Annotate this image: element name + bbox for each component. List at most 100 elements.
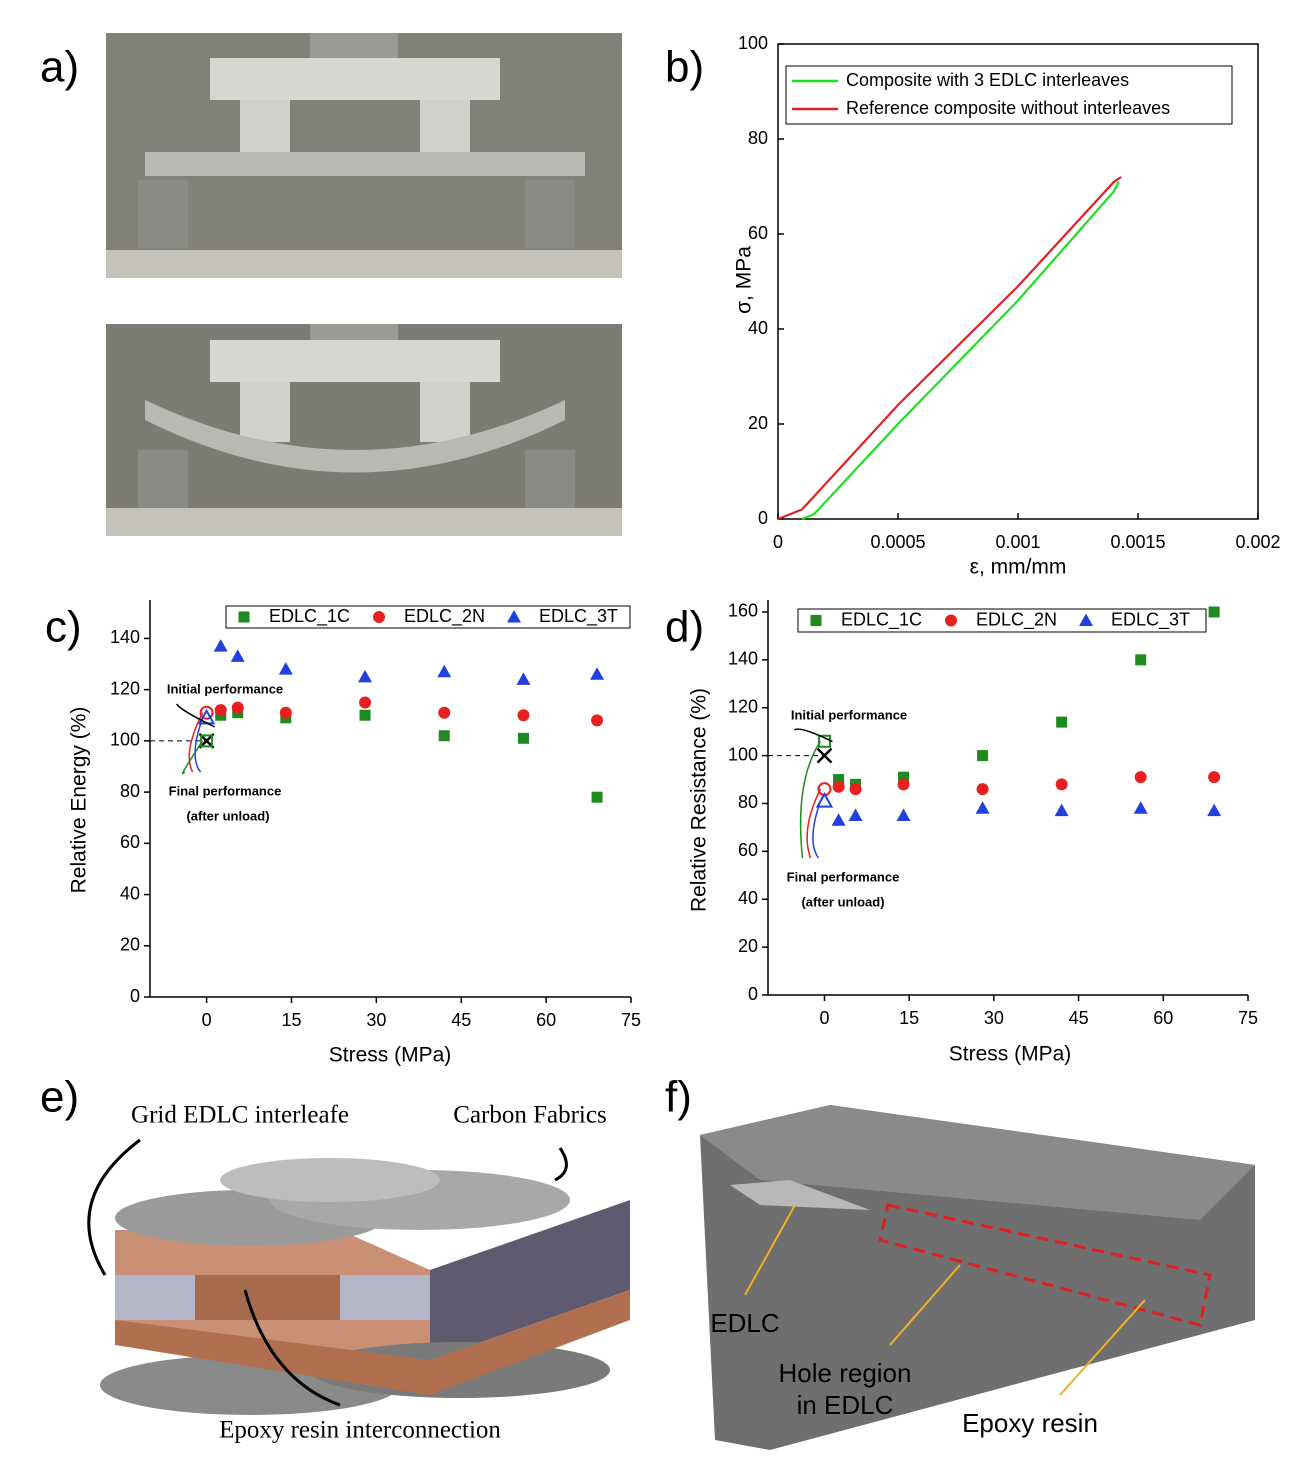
x-tick-label: 0	[819, 1008, 829, 1028]
marker	[815, 792, 834, 808]
marker	[199, 705, 214, 720]
legend-box	[225, 605, 631, 629]
arrow	[799, 740, 822, 859]
marker	[591, 714, 604, 727]
marker	[231, 701, 244, 714]
x-tick-label: 15	[281, 1010, 301, 1030]
y-tick-label: 80	[738, 792, 758, 812]
image-label: EDLC	[710, 1308, 779, 1338]
marker	[278, 662, 293, 675]
legend-label: EDLC_3T	[539, 606, 618, 627]
y-tick-label: 20	[120, 935, 140, 955]
x-tick-label: 30	[366, 1010, 386, 1030]
annotation: (after unload)	[801, 894, 884, 909]
legend-label: EDLC_1C	[269, 606, 350, 627]
marker	[831, 813, 846, 826]
marker	[358, 669, 373, 683]
marker	[1055, 778, 1068, 791]
arrow	[793, 728, 833, 743]
y-tick-label: 100	[728, 744, 758, 764]
diagram-label: Epoxy resin interconnection	[219, 1417, 501, 1444]
marker	[230, 649, 245, 662]
annotation: Final performance	[169, 783, 282, 798]
marker	[849, 783, 862, 796]
y-tick-label: 160	[728, 601, 758, 621]
x-tick-label: 0.002	[1235, 532, 1280, 552]
arrow	[812, 800, 822, 859]
marker	[945, 614, 957, 627]
y-tick-label: 0	[130, 986, 140, 1006]
marker	[279, 706, 292, 719]
x-axis-title: ε, mm/mm	[970, 556, 1067, 579]
y-tick-label: 0	[748, 984, 758, 1004]
legend-box	[797, 608, 1207, 633]
annotation: Initial performance	[791, 707, 907, 722]
panel-label: d)	[665, 603, 704, 652]
x-tick-label: 0	[773, 532, 783, 552]
x-tick-label: 0.001	[995, 532, 1040, 552]
x-tick-label: 15	[899, 1008, 919, 1028]
marker	[1208, 771, 1221, 784]
marker	[848, 808, 863, 821]
marker	[977, 750, 989, 762]
arrow	[806, 788, 822, 859]
marker	[896, 808, 911, 821]
legend-label: Composite with 3 EDLC interleaves	[846, 70, 1129, 90]
y-tick-label: 80	[120, 781, 140, 801]
marker	[1079, 613, 1093, 626]
legend-label: EDLC_2N	[976, 609, 1057, 630]
marker	[591, 791, 603, 803]
image-label: in EDLC	[797, 1390, 894, 1420]
legend-box	[785, 65, 1233, 125]
photo-after	[106, 324, 622, 536]
x-tick-label: 30	[984, 1008, 1004, 1028]
photo-before	[106, 33, 622, 278]
layer-diagram	[87, 1138, 630, 1415]
x-tick-label: 45	[451, 1010, 471, 1030]
data-line	[801, 181, 1120, 521]
arrow	[175, 703, 215, 728]
y-tick-label: 140	[728, 649, 758, 669]
y-tick-label: 120	[728, 696, 758, 716]
y-tick-label: 60	[748, 223, 768, 243]
y-tick-label: 40	[738, 888, 758, 908]
image-label: Hole region	[779, 1358, 912, 1388]
x-axis-title: Stress (MPa)	[949, 1043, 1072, 1066]
marker	[200, 734, 214, 748]
legend-label: EDLC_1C	[841, 609, 922, 630]
marker	[810, 615, 822, 626]
marker	[833, 774, 845, 786]
marker	[438, 730, 450, 742]
marker	[213, 639, 228, 652]
marker	[359, 696, 372, 709]
image-label: Epoxy resin	[962, 1408, 1098, 1438]
y-tick-label: 100	[110, 730, 140, 750]
x-tick-label: 0.0005	[870, 532, 925, 552]
y-tick-label: 100	[738, 33, 768, 53]
y-tick-label: 40	[748, 318, 768, 338]
marker	[1207, 803, 1222, 817]
marker	[975, 801, 990, 814]
marker	[359, 709, 371, 721]
panel-label: e)	[40, 1073, 79, 1122]
marker	[1208, 606, 1220, 618]
annotation: Final performance	[787, 869, 900, 884]
y-tick-label: 0	[758, 508, 768, 528]
x-tick-label: 75	[1238, 1008, 1258, 1028]
tomography-image	[700, 1105, 1255, 1450]
panel-label: c)	[45, 603, 82, 652]
arrow	[181, 740, 204, 775]
y-axis-title: Relative Energy (%)	[68, 707, 91, 894]
diagram-label: Carbon Fabrics	[453, 1102, 606, 1129]
diagram-label: Grid EDLC interleafe	[131, 1102, 349, 1129]
marker	[516, 672, 531, 685]
marker	[373, 611, 385, 623]
y-tick-label: 60	[738, 840, 758, 860]
marker	[517, 709, 530, 722]
y-tick-label: 60	[120, 832, 140, 852]
x-axis-title: Stress (MPa)	[329, 1044, 452, 1067]
x-tick-label: 75	[621, 1010, 641, 1030]
marker	[1054, 803, 1069, 817]
legend-label: Reference composite without interleaves	[846, 98, 1170, 118]
